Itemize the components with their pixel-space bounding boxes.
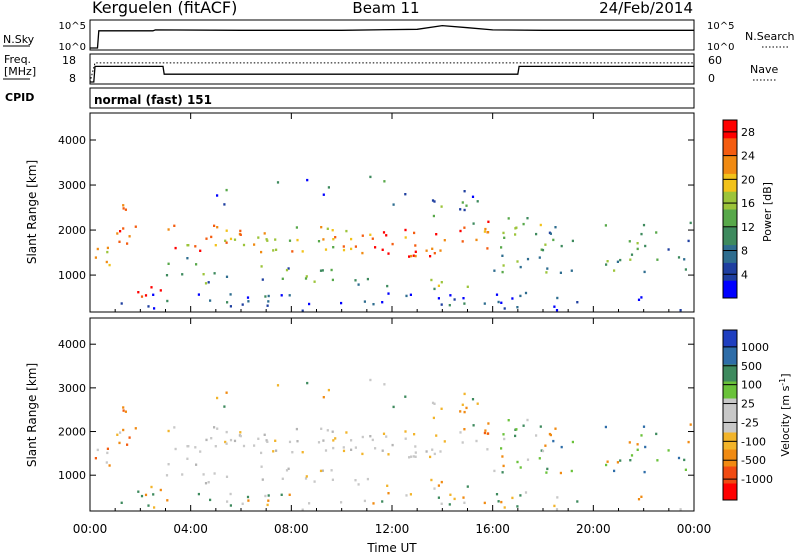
velocity-colorbar-swatch — [723, 415, 737, 433]
power-colorbar-swatch — [723, 173, 737, 192]
velocity-colorbar-tick: 500 — [741, 360, 762, 373]
nsky-series-line — [90, 24, 694, 49]
power-colorbar-swatch — [723, 226, 737, 246]
velocity-data-layer — [94, 378, 692, 511]
power-panel: 1000 2000 3000 4000 Slant Range [km] 4 8 12 16… — [25, 112, 774, 313]
station-title: Kerguelen (fitACF) — [92, 0, 237, 17]
power-colorbar-tick: 28 — [741, 126, 755, 139]
beam-title: Beam 11 — [352, 0, 419, 17]
power-colorbar-tick: 4 — [741, 268, 748, 281]
freq-tick-bottom: 8 — [69, 72, 76, 85]
x-axis-label: Time UT — [366, 541, 417, 554]
x-axis: 00:00 04:00 08:00 12:00 16:00 20:00 00:00 — [73, 113, 712, 536]
power-ytick-label: 4000 — [58, 134, 86, 147]
velocity-colorbar-swatch — [723, 398, 737, 416]
nsky-label: N.Sky — [3, 33, 35, 46]
freq-label-line2: [MHz] — [4, 65, 36, 78]
velocity-colorbar-swatch — [723, 466, 737, 484]
power-colorbar-tick: 8 — [741, 245, 748, 258]
nsearch-label: N.Search — [745, 30, 795, 43]
power-ytick-label: 3000 — [58, 179, 86, 192]
nsky-tick-top: 10^5 — [59, 21, 86, 32]
velocity-colorbar-swatch — [723, 347, 737, 365]
velocity-colorbar-tick: -25 — [741, 416, 759, 429]
x-tick-label: 16:00 — [475, 522, 510, 536]
power-ytick-label: 1000 — [58, 269, 86, 282]
velocity-colorbar-text: Velocity [m s — [779, 385, 792, 456]
velocity-colorbar-tick: 1000 — [741, 341, 769, 354]
power-colorbar-swatch — [723, 137, 737, 157]
nave-tick-bottom: 0 — [708, 72, 715, 85]
velocity-colorbar-swatch — [723, 432, 737, 450]
freq-panel: Freq. [MHz] 18 8 60 0 Nave — [3, 53, 778, 85]
velocity-ylabel: Slant Range [km] — [25, 363, 39, 467]
velocity-colorbar-tick: 100 — [741, 379, 762, 392]
velocity-colorbar-tick: -500 — [741, 454, 766, 467]
nave-label: Nave — [750, 63, 778, 76]
power-colorbar-tick: 12 — [741, 221, 755, 234]
nsearch-tick-top: 10^5 — [707, 21, 734, 32]
x-tick-label: 12:00 — [375, 522, 410, 536]
date-title: 24/Feb/2014 — [599, 0, 693, 17]
velocity-colorbar-tick: -100 — [741, 435, 766, 448]
power-colorbar-tick: 20 — [741, 173, 755, 186]
velocity-colorbar-swatch — [723, 364, 737, 382]
nave-tick-top: 60 — [708, 54, 722, 67]
velocity-colorbar-swatch — [723, 449, 737, 467]
power-colorbar-label: Power [dB] — [761, 182, 774, 242]
velocity-colorbar-tick: 25 — [741, 398, 755, 411]
velocity-colorbar-swatch — [723, 483, 737, 501]
velocity-ytick-label: 2000 — [58, 426, 86, 439]
velocity-colorbar-tick: -1000 — [741, 473, 773, 486]
freq-tick-top: 18 — [62, 54, 76, 67]
velocity-colorbar: 1000 500 100 25 -25 -100 -500 -1000 — [722, 329, 773, 501]
velocity-ytick-label: 3000 — [58, 382, 86, 395]
x-tick-label: 20:00 — [576, 522, 611, 536]
x-tick-label: 00:00 — [73, 522, 108, 536]
velocity-panel: 1000 2000 3000 4000 Slant Range [km] 1000 50… — [25, 317, 793, 512]
power-colorbar-swatch — [723, 209, 737, 228]
power-ylabel: Slant Range [km] — [25, 160, 39, 264]
freq-label-line1: Freq. — [4, 53, 31, 66]
x-tick-label: 00:00 — [677, 522, 712, 536]
velocity-colorbar-exp: -1 — [778, 378, 787, 386]
power-colorbar-swatch — [723, 280, 737, 299]
velocity-colorbar-swatch — [723, 330, 737, 348]
power-colorbar-swatch — [723, 262, 737, 281]
power-colorbar-tick: 16 — [741, 197, 755, 210]
x-tick-label: 08:00 — [274, 522, 309, 536]
nsky-panel: N.Sky 10^5 10^0 10^5 10^0 N.Search — [3, 19, 795, 53]
power-colorbar-swatch — [723, 244, 737, 263]
power-colorbar-swatch — [723, 120, 737, 139]
cpid-label: CPID — [5, 91, 34, 104]
x-tick-label: 04:00 — [173, 522, 208, 536]
nsky-tick-bottom: 10^0 — [59, 42, 86, 53]
freq-series-line — [90, 65, 694, 83]
velocity-colorbar-label: Velocity [m s-1] — [778, 373, 793, 456]
cpid-mode: normal (fast) 151 — [94, 93, 212, 107]
velocity-colorbar-swatch — [723, 381, 737, 399]
nsearch-tick-bottom: 10^0 — [707, 42, 734, 53]
power-data-layer — [94, 175, 692, 312]
power-colorbar: 4 8 12 16 20 24 28 — [722, 119, 755, 299]
power-colorbar-swatch — [723, 155, 737, 174]
power-colorbar-tick: 24 — [741, 150, 755, 163]
power-ytick-label: 2000 — [58, 224, 86, 237]
power-colorbar-swatch — [723, 191, 737, 210]
velocity-ytick-label: 4000 — [58, 338, 86, 351]
velocity-ytick-label: 1000 — [58, 469, 86, 482]
